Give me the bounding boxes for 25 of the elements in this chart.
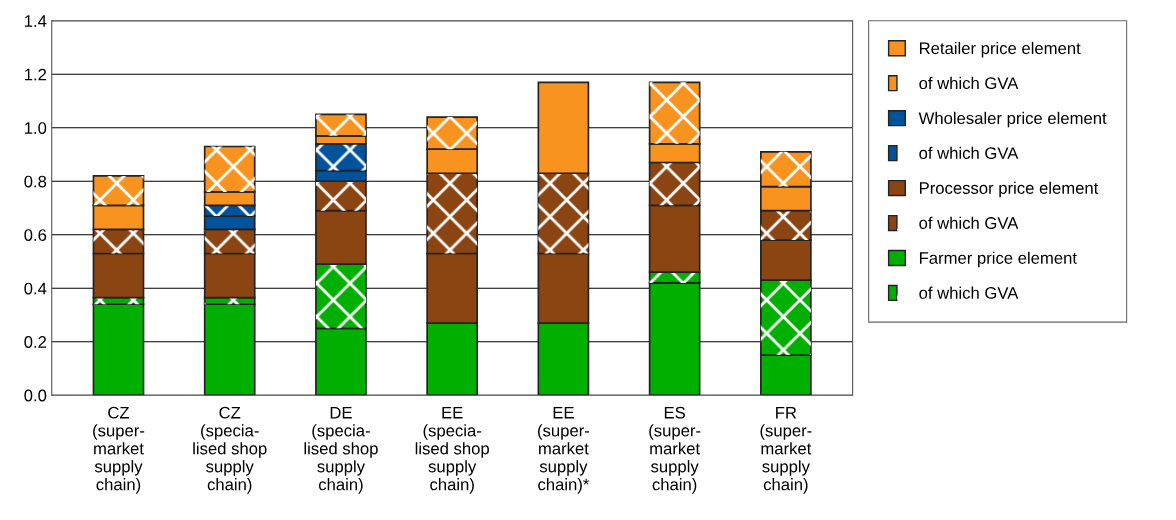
- legend-label: of which GVA: [919, 76, 1019, 90]
- x-tick-label: CZ (specia- lised shop supply chain): [193, 406, 267, 494]
- x-tick-label: FR (super- market supply chain): [760, 406, 812, 494]
- y-tick-label: 0.0: [24, 389, 47, 402]
- legend-label: of which GVA: [919, 216, 1019, 229]
- x-tick-label: EE (super- market supply chain)*: [538, 406, 590, 494]
- y-tick-label: 1.4: [24, 15, 47, 27]
- y-tick-label: 0.4: [24, 282, 47, 295]
- y-tick-label: 1.0: [24, 122, 47, 134]
- legend-label: Farmer price element: [919, 251, 1077, 268]
- y-tick-label: 0.2: [24, 336, 47, 348]
- x-tick-label: DE (specia- lised shop supply chain): [304, 406, 378, 494]
- legend-label: Wholesaler price element: [918, 111, 1107, 128]
- x-tick-label: ES (super- market supply chain): [649, 406, 701, 494]
- legend-label: Retailer price element: [919, 41, 1081, 58]
- legend-label: Processor price element: [919, 181, 1099, 198]
- x-tick-label: CZ (super- market supply chain): [93, 406, 145, 494]
- y-tick-label: 1.2: [24, 68, 47, 81]
- x-tick-label: EE (specia- lised shop supply chain): [415, 406, 489, 494]
- bar: [92, 252, 145, 299]
- bar: [92, 303, 145, 396]
- legend-label: of which GVA: [919, 286, 1019, 299]
- y-tick-label: 0.8: [24, 175, 47, 188]
- legend-label: of which GVA: [919, 146, 1019, 160]
- y-tick-label: 0.6: [24, 229, 47, 241]
